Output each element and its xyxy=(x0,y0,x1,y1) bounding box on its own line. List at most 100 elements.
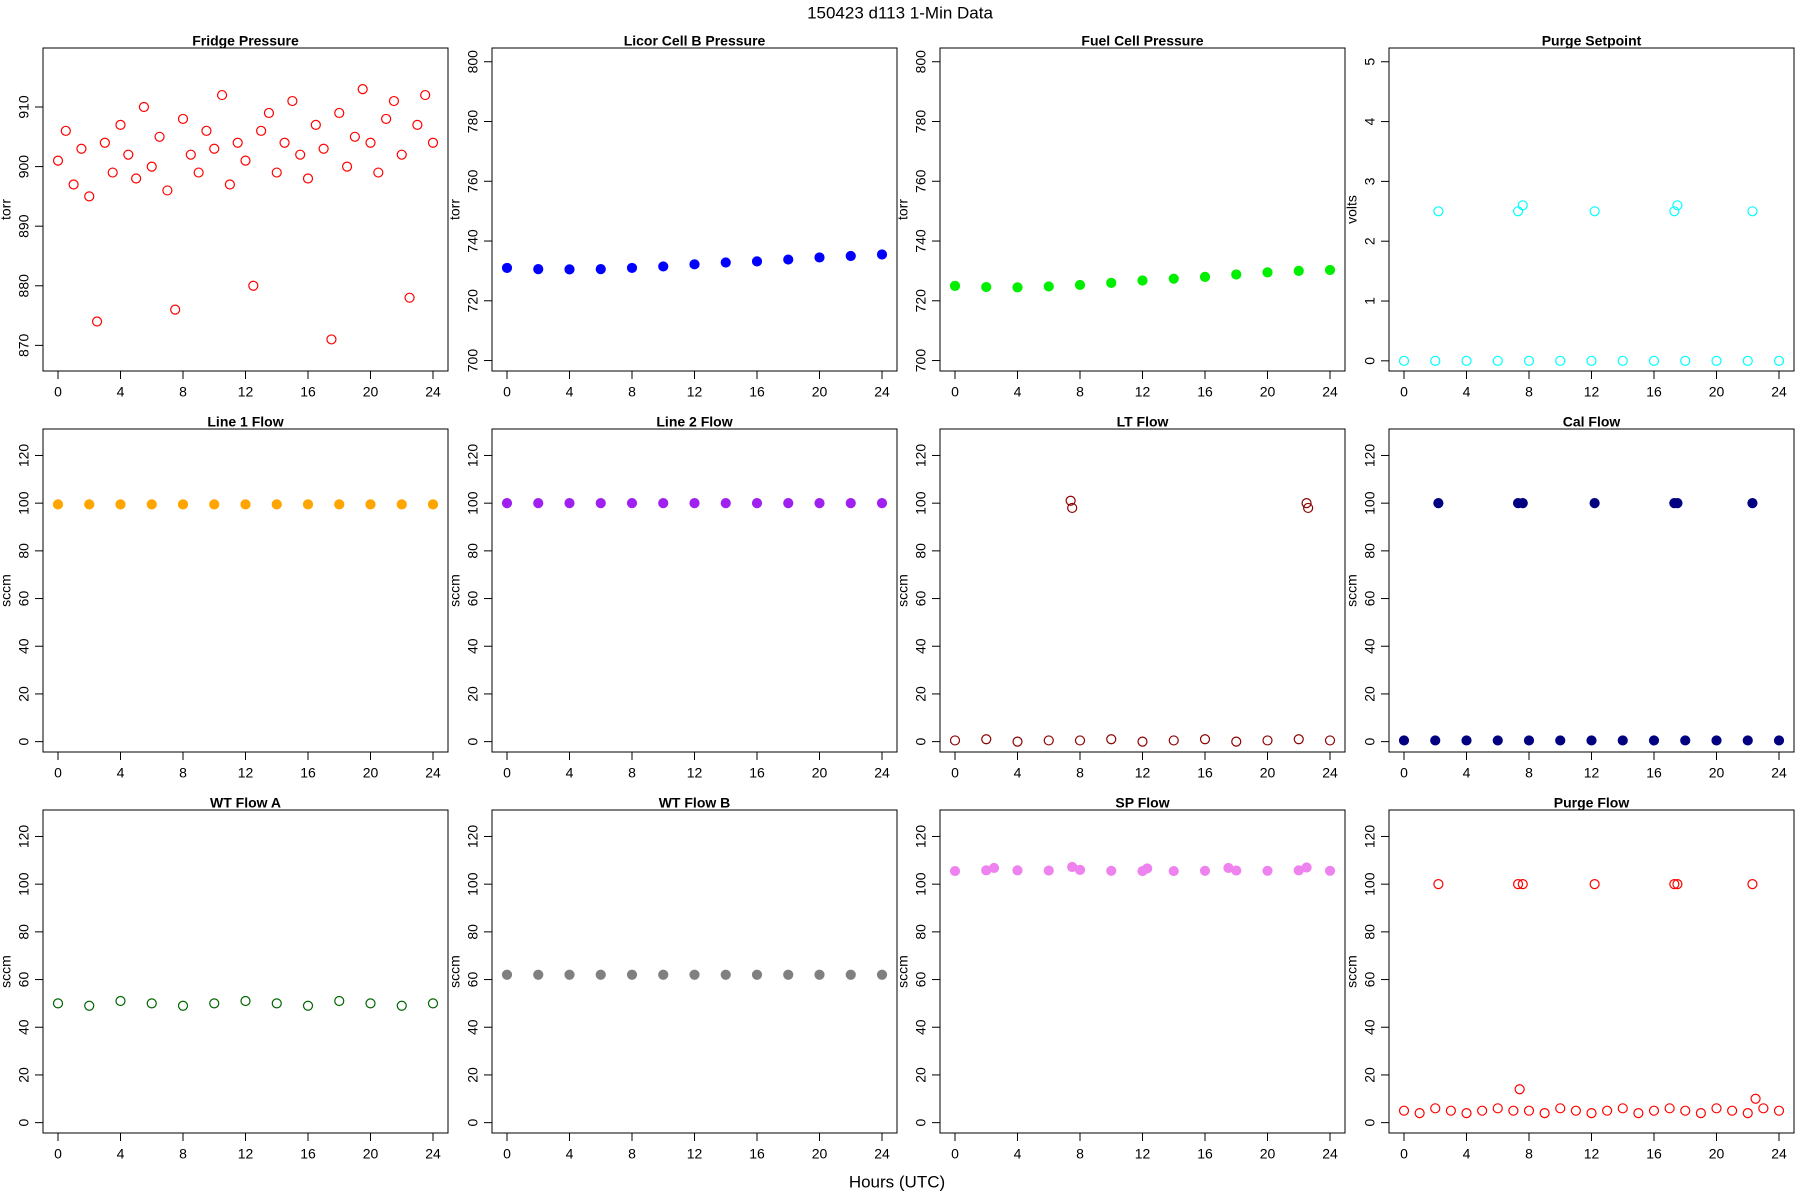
y-tick-label: 740 xyxy=(913,229,929,253)
point xyxy=(689,259,700,270)
y-tick-label: 80 xyxy=(465,924,481,940)
point xyxy=(1672,498,1683,509)
x-tick-label: 24 xyxy=(1322,1146,1338,1162)
x-tick-label: 0 xyxy=(951,765,959,781)
point xyxy=(381,113,392,125)
y-tick-label: 40 xyxy=(1362,638,1378,654)
y-tick-label: 720 xyxy=(465,289,481,313)
point xyxy=(1672,879,1683,890)
point xyxy=(501,498,513,509)
point xyxy=(146,499,157,510)
point xyxy=(1680,1105,1691,1116)
panel-title: Line 2 Flow xyxy=(656,414,732,430)
point xyxy=(1137,275,1148,286)
y-tick-label: 20 xyxy=(913,1067,929,1083)
point xyxy=(209,499,220,510)
point xyxy=(1433,879,1444,890)
point xyxy=(1695,1107,1706,1119)
x-tick-label: 12 xyxy=(238,384,254,400)
x-tick-label: 8 xyxy=(1525,765,1533,781)
plot-frame xyxy=(491,428,898,753)
y-tick-label: 0 xyxy=(1362,738,1378,746)
point xyxy=(1043,865,1054,876)
point xyxy=(1555,735,1566,746)
y-tick-label: 80 xyxy=(913,924,929,940)
point xyxy=(689,498,700,509)
point xyxy=(224,179,235,190)
y-tick-label: 60 xyxy=(913,591,929,607)
y-tick-label: 100 xyxy=(16,491,32,515)
point xyxy=(1492,735,1503,746)
x-tick-label: 0 xyxy=(503,1146,511,1162)
y-axis-label: volts xyxy=(1344,195,1360,224)
point xyxy=(783,254,794,265)
point xyxy=(1648,1105,1660,1116)
x-tick-label: 12 xyxy=(1584,384,1600,400)
x-tick-label: 20 xyxy=(1709,765,1725,781)
x-tick-label: 16 xyxy=(1646,765,1662,781)
point xyxy=(1517,200,1528,211)
point xyxy=(326,334,337,345)
point xyxy=(1398,1105,1410,1116)
y-tick-label: 780 xyxy=(913,110,929,134)
point xyxy=(1664,1103,1675,1114)
x-tick-label: 4 xyxy=(117,1146,125,1162)
point xyxy=(209,143,220,154)
point xyxy=(240,155,251,166)
point xyxy=(533,264,544,275)
panel-title: Line 1 Flow xyxy=(207,414,283,430)
point xyxy=(1586,735,1597,746)
point xyxy=(115,499,126,510)
x-tick-label: 24 xyxy=(1322,765,1338,781)
x-tick-label: 20 xyxy=(363,1146,379,1162)
x-tick-label: 12 xyxy=(1135,765,1151,781)
point xyxy=(845,969,856,980)
point xyxy=(84,1000,95,1011)
plot-frame xyxy=(939,47,1346,372)
x-tick-label: 12 xyxy=(687,765,703,781)
point xyxy=(271,998,282,1009)
y-tick-label: 100 xyxy=(465,491,481,515)
x-tick-label: 0 xyxy=(54,384,62,400)
point xyxy=(1517,879,1528,890)
point xyxy=(751,256,763,267)
point xyxy=(76,143,87,154)
y-tick-label: 780 xyxy=(465,110,481,134)
point xyxy=(1672,200,1683,211)
point xyxy=(501,262,513,274)
x-tick-label: 4 xyxy=(566,1146,574,1162)
point xyxy=(845,250,856,262)
y-tick-label: 700 xyxy=(913,349,929,373)
x-tick-label: 4 xyxy=(1463,384,1471,400)
plot-frame xyxy=(42,47,449,372)
point xyxy=(396,499,407,510)
point xyxy=(1617,355,1628,366)
point xyxy=(658,261,669,272)
x-tick-label: 8 xyxy=(1076,765,1084,781)
point xyxy=(185,149,196,160)
x-tick-label: 24 xyxy=(1771,765,1787,781)
point xyxy=(1589,206,1600,217)
x-tick-label: 16 xyxy=(300,384,316,400)
point xyxy=(1074,864,1086,875)
x-tick-label: 4 xyxy=(117,384,125,400)
point xyxy=(334,995,345,1007)
point xyxy=(271,167,282,178)
point xyxy=(1773,355,1785,366)
x-tick-label: 4 xyxy=(1463,765,1471,781)
point xyxy=(349,131,360,142)
y-tick-label: 60 xyxy=(1362,591,1378,607)
point xyxy=(1669,206,1680,217)
y-tick-label: 20 xyxy=(465,1067,481,1083)
x-tick-label: 8 xyxy=(1525,384,1533,400)
x-tick-label: 8 xyxy=(1076,1146,1084,1162)
x-tick-label: 20 xyxy=(812,384,828,400)
y-tick-label: 80 xyxy=(913,543,929,559)
x-tick-label: 20 xyxy=(363,384,379,400)
y-tick-label: 740 xyxy=(465,229,481,253)
y-tick-label: 40 xyxy=(16,1019,32,1035)
point xyxy=(412,119,423,130)
point xyxy=(279,137,290,148)
point xyxy=(988,862,1000,874)
